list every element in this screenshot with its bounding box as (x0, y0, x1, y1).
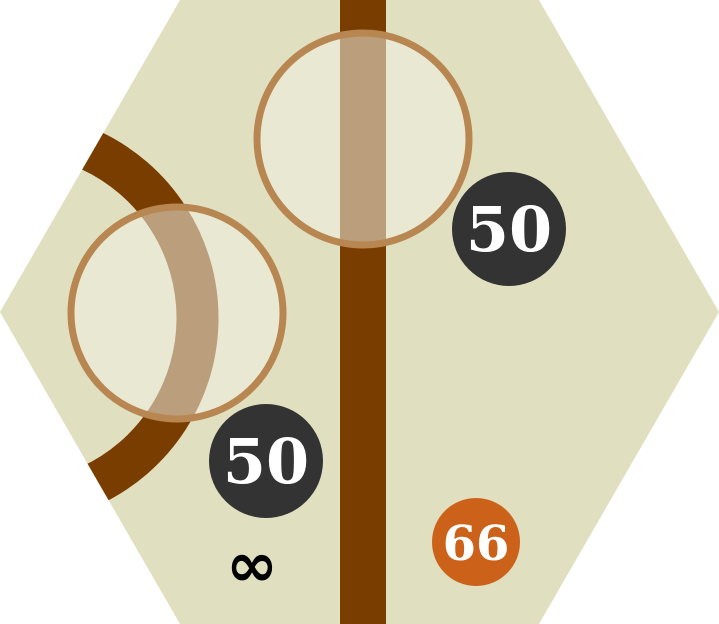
revenue-token-top: 50 (452, 172, 566, 286)
revenue-token-left: 50 (209, 404, 323, 518)
city-circle-left[interactable] (67, 203, 287, 423)
revenue-value-left: 50 (223, 425, 309, 498)
infinity-icon: ∞ (226, 528, 278, 601)
revenue-value-top: 50 (466, 193, 552, 266)
hex-label-number: 66 (443, 516, 510, 572)
hex-label-badge: 66 (432, 498, 520, 586)
city-circle-top[interactable] (253, 29, 473, 249)
